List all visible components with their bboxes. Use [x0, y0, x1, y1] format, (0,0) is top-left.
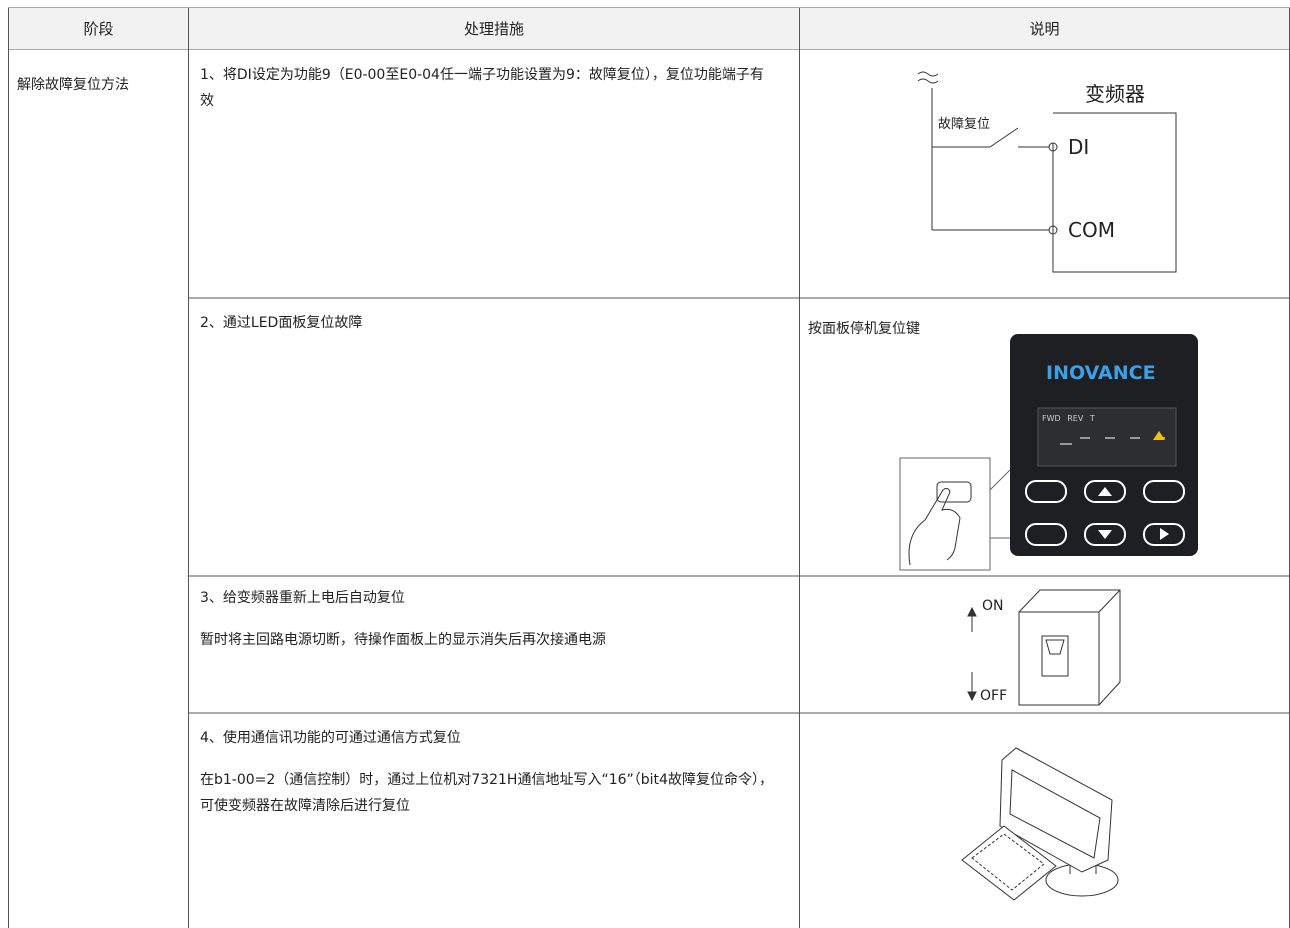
description: 按面板停机复位键 — [808, 321, 920, 337]
brand: INOVANCE — [1046, 362, 1156, 384]
measure-cell: 2、通过LED面板复位故障 — [200, 310, 775, 352]
off-label: OFF — [980, 688, 1008, 704]
measure-text: 在b1-00=2（通信控制）时，通过上位机对7321H通信地址写入“16”（bi… — [200, 772, 773, 814]
terminal-label: DI — [1068, 135, 1090, 159]
header-cell: 说明 — [800, 8, 1289, 49]
measure-cell: 3、给变频器重新上电后自动复位暂时将主回路电源切断，待操作面板上的显示消失后再次… — [200, 585, 775, 669]
header-cell: 处理措施 — [189, 8, 799, 49]
measure-text: 2、通过LED面板复位故障 — [200, 315, 363, 331]
device-label: 变频器 — [1085, 82, 1145, 106]
header-cell: 阶段 — [9, 8, 188, 49]
terminal-label: COM — [1068, 218, 1115, 242]
switch-label: 故障复位 — [938, 117, 991, 132]
measure-text: 暂时将主回路电源切断，待操作面板上的显示消失后再次接通电源 — [200, 632, 606, 648]
on-label: ON — [982, 598, 1004, 614]
measure-text: 3、给变频器重新上电后自动复位 — [200, 590, 405, 606]
measure-cell: 4、使用通信讯功能的可通过通信方式复位在b1-00=2（通信控制）时，通过上位机… — [200, 725, 775, 835]
indicator: REV — [1067, 414, 1084, 423]
measure-text: 1、将DI设定为功能9（E0-00至E0-04任一端子功能设置为9：故障复位），… — [200, 67, 764, 109]
indicator: T — [1089, 414, 1095, 423]
stage-cell: 解除故障复位方法 — [17, 77, 129, 93]
indicator: FWD — [1042, 414, 1061, 423]
measure-text: 4、使用通信讯功能的可通过通信方式复位 — [200, 730, 461, 746]
indicators: FWD REV T — [1042, 414, 1095, 423]
measure-cell: 1、将DI设定为功能9（E0-00至E0-04任一端子功能设置为9：故障复位），… — [200, 62, 775, 130]
